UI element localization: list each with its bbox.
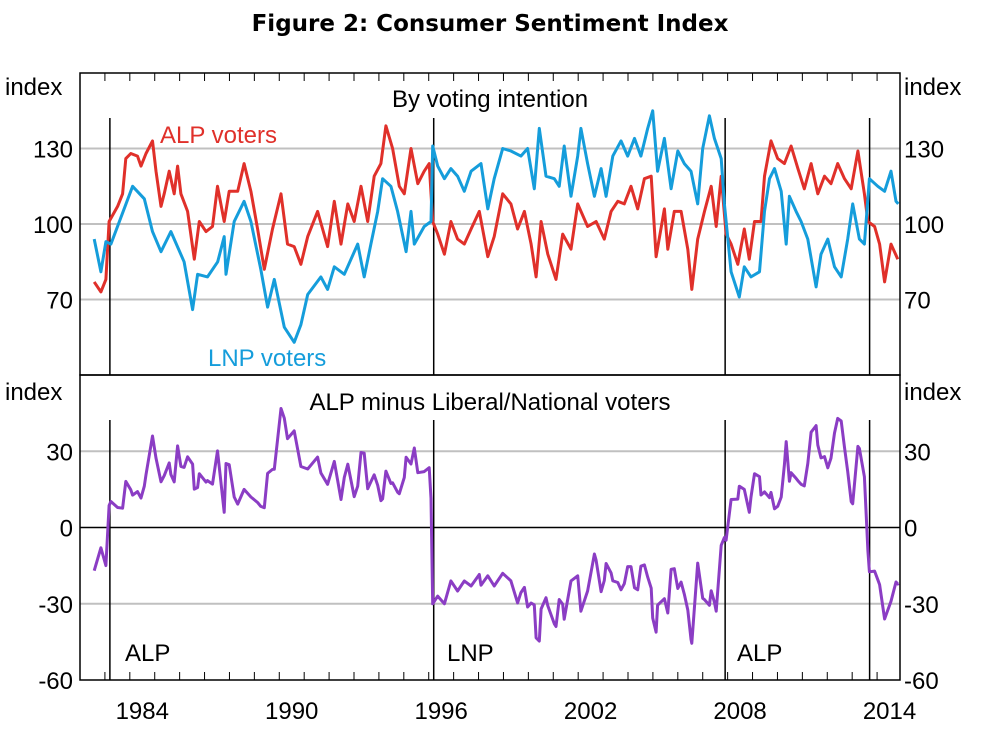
y-tick-label-left: 0: [60, 516, 73, 543]
period-label-alp-2007: ALP: [737, 640, 782, 667]
y-tick-label-left: -30: [38, 592, 73, 619]
x-tick-label: 1996: [414, 698, 467, 725]
alp-minus-lnp-line: [92, 407, 900, 645]
bottom-panel-frame: [79, 374, 901, 681]
alp-series-label: ALP voters: [160, 122, 277, 149]
y-tick-label-right: -30: [904, 592, 939, 619]
alp-voters-line: [92, 124, 900, 294]
bottom-panel-title: ALP minus Liberal/National voters: [309, 389, 670, 416]
top-right-unit-label: index: [904, 74, 961, 101]
x-tick-label: 2002: [564, 698, 617, 725]
y-tick-label-right: 70: [904, 288, 931, 315]
y-tick-label-left: 130: [33, 137, 73, 164]
period-label-lnp-1996: LNP: [447, 640, 494, 667]
y-tick-label-left: 100: [33, 212, 73, 239]
x-tick-label: 1990: [265, 698, 318, 725]
gridlines: [80, 147, 900, 605]
x-tick-label: 2014: [863, 698, 916, 725]
x-ticks: [79, 73, 878, 680]
bottom-right-unit-label: index: [904, 379, 961, 406]
y-tick-label-right: 0: [904, 516, 917, 543]
lnp-series-label: LNP voters: [208, 345, 326, 372]
x-tick-label: 1984: [116, 698, 169, 725]
lnp-voters-line: [92, 109, 900, 344]
x-tick-label: 2008: [713, 698, 766, 725]
axis-labels: 70 70 100 100 130 130 -60 -60 -30 -30 0 0 30 30 1984 19…: [33, 137, 944, 726]
figure-title: Figure 2: Consumer Sentiment Index: [252, 11, 729, 37]
y-tick-label-left: 70: [46, 288, 73, 315]
top-left-unit-label: index: [5, 74, 62, 101]
y-tick-label-left: -60: [38, 668, 73, 695]
y-tick-label-right: 30: [904, 439, 931, 466]
period-label-alp-1983: ALP: [125, 640, 170, 667]
y-tick-label-left: 30: [46, 439, 73, 466]
y-tick-label-right: 100: [904, 212, 944, 239]
election-lines: [109, 118, 871, 680]
top-panel-title: By voting intention: [392, 86, 588, 113]
series-lines: [92, 109, 900, 645]
y-tick-label-right: -60: [904, 668, 939, 695]
y-tick-label-right: 130: [904, 137, 944, 164]
bottom-left-unit-label: index: [5, 379, 62, 406]
